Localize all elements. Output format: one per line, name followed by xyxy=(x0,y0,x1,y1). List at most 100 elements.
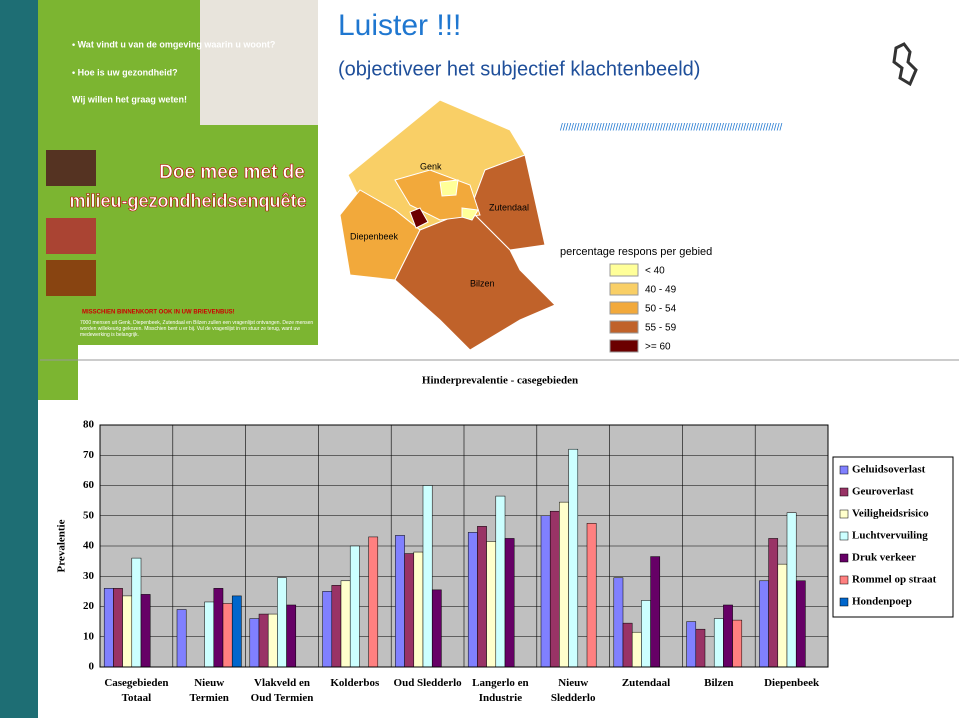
chart-title: Hinderprevalentie - casegebieden xyxy=(422,375,578,387)
map-region xyxy=(409,207,429,229)
bar xyxy=(286,604,297,668)
bar xyxy=(176,609,187,668)
bar xyxy=(249,618,260,668)
title: Luister !!! xyxy=(338,9,461,42)
poster-logos xyxy=(78,345,318,400)
map-label: Zutendaal xyxy=(489,202,529,212)
legend-box xyxy=(832,456,954,618)
bar xyxy=(368,536,379,668)
map-label: Genk xyxy=(420,161,442,171)
legend-swatch xyxy=(839,597,849,607)
bar xyxy=(204,601,215,668)
bar xyxy=(759,580,769,668)
bar xyxy=(686,621,697,668)
x-tick-label: Kolderbos xyxy=(330,677,380,689)
x-tick-label: Zutendaal xyxy=(622,677,670,689)
x-tick-label: Nieuw Termien xyxy=(190,677,229,704)
x-tick-label: Bilzen xyxy=(704,677,733,689)
bar xyxy=(504,538,515,668)
map-legend-swatch xyxy=(609,263,639,277)
bar xyxy=(568,448,579,668)
y-tick-label: 20 xyxy=(83,600,95,612)
legend-label: Rommel op straat xyxy=(852,574,937,586)
bar xyxy=(267,613,278,668)
bar xyxy=(559,501,569,668)
bar xyxy=(222,603,233,668)
poster-body: 7000 mensen uit Genk, Diepenbeek, Zutend… xyxy=(80,320,314,338)
legend-swatch xyxy=(839,509,849,519)
map-legend-label: 50 - 54 xyxy=(645,304,677,315)
bar xyxy=(340,580,351,668)
bar xyxy=(650,556,661,668)
poster-mailbox: MISSCHIEN BINNENKORT OOK IN UW BRIEVENBU… xyxy=(82,310,235,316)
map-legend-label: 40 - 49 xyxy=(645,285,677,296)
x-tick-label: Vlakveld en Oud Termien xyxy=(251,677,314,704)
bar xyxy=(613,577,624,668)
map-legend-swatch xyxy=(609,301,639,315)
legend-label: Geuroverlast xyxy=(852,486,914,498)
legend-label: Hondenpoep xyxy=(852,596,912,608)
bar xyxy=(586,523,597,668)
logo xyxy=(892,42,918,87)
bar xyxy=(413,551,424,668)
y-tick-label: 30 xyxy=(83,570,95,582)
bar xyxy=(477,526,487,668)
bar xyxy=(732,619,743,668)
bar xyxy=(622,622,633,668)
bar xyxy=(768,538,779,668)
legend-label: Luchtvervuiling xyxy=(852,530,928,542)
bar xyxy=(549,510,560,668)
bar xyxy=(786,512,797,668)
map-legend-swatch xyxy=(609,339,639,353)
bar xyxy=(103,588,114,668)
map-legend-swatch xyxy=(609,320,639,334)
y-tick-label: 70 xyxy=(83,449,95,461)
bar xyxy=(422,485,433,668)
map-region xyxy=(461,207,479,221)
y-tick-label: 60 xyxy=(83,479,95,491)
poster-photo xyxy=(46,150,96,186)
x-tick-label: Oud Sledderlo xyxy=(394,677,463,689)
poster-question: • Wat vindt u van de omgeving waarin u w… xyxy=(72,39,275,49)
bar xyxy=(723,604,733,668)
bar xyxy=(231,595,242,668)
map-region xyxy=(394,209,556,351)
bar xyxy=(331,585,342,668)
legend-label: Druk verkeer xyxy=(852,552,916,564)
bar xyxy=(349,545,360,668)
map-label: Bilzen xyxy=(470,278,495,288)
map-region xyxy=(439,179,459,197)
bar xyxy=(258,613,269,668)
y-tick-label: 10 xyxy=(83,630,95,642)
x-tick-label: Langerlo en Industrie xyxy=(472,677,529,704)
poster-call: Wij willen het graag weten! xyxy=(72,94,187,104)
legend-swatch xyxy=(839,487,849,497)
map-legend-label: 55 - 59 xyxy=(645,323,677,334)
poster-body-box: 7000 mensen uit Genk, Diepenbeek, Zutend… xyxy=(80,320,314,338)
legend-swatch xyxy=(839,553,849,563)
side-stripe xyxy=(0,0,38,718)
bar xyxy=(140,594,151,668)
bar xyxy=(695,628,706,668)
y-axis-label: Prevalentie xyxy=(56,519,68,572)
legend-swatch xyxy=(839,465,849,475)
map-legend-label: >= 60 xyxy=(645,342,671,353)
map-legend-title: percentage respons per gebied xyxy=(560,246,712,258)
bar xyxy=(631,631,642,668)
map-legend-label: < 40 xyxy=(645,266,665,277)
y-tick-label: 40 xyxy=(83,540,95,552)
y-tick-label: 0 xyxy=(89,661,95,673)
bar xyxy=(322,591,333,668)
bar xyxy=(713,618,724,668)
poster-banner: milieu-gezondheidsenquête xyxy=(69,191,306,211)
x-tick-label: Diepenbeek xyxy=(764,677,820,689)
bar xyxy=(131,557,142,668)
bar xyxy=(486,541,497,668)
poster-question: • Hoe is uw gezondheid? xyxy=(72,67,178,77)
bar xyxy=(795,580,806,668)
bar xyxy=(777,563,788,668)
bar xyxy=(213,588,224,668)
poster-photo xyxy=(46,218,96,254)
bar xyxy=(467,532,478,668)
